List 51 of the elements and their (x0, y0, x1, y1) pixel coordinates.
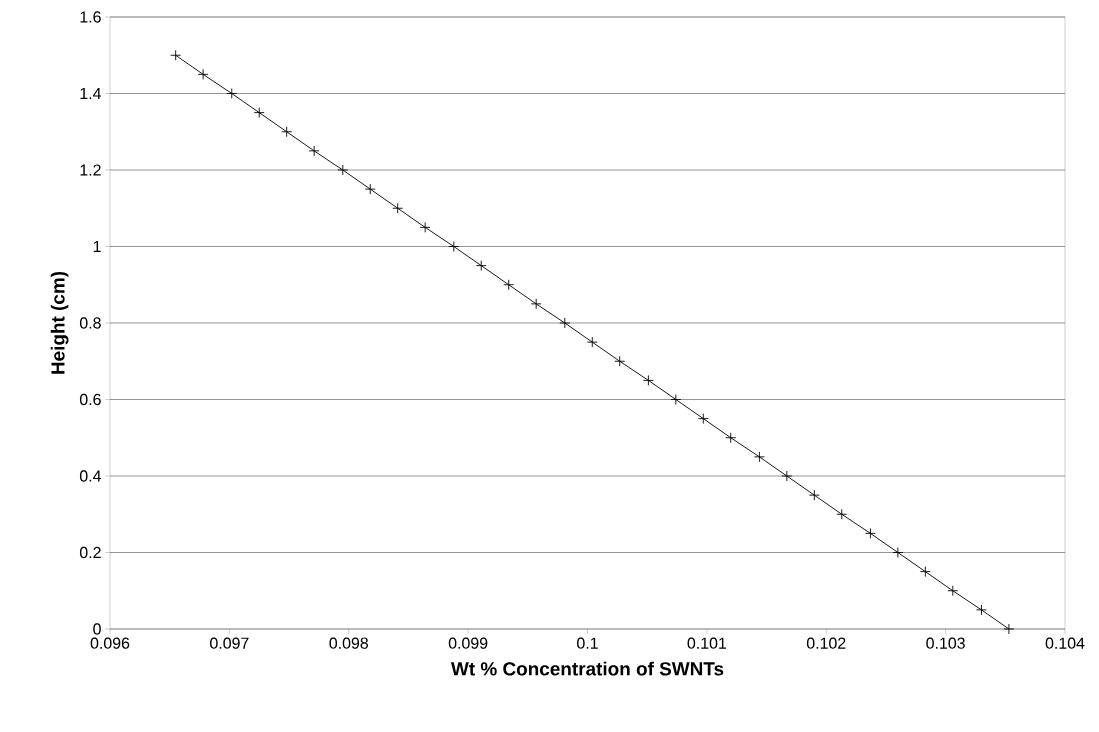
x-tick-label: 0.099 (448, 637, 488, 649)
y-tick-label: 0.4 (79, 470, 101, 482)
point (475, 260, 487, 272)
point (947, 585, 959, 597)
x-tick-label: 0.104 (1045, 637, 1085, 649)
point (364, 183, 376, 195)
point (614, 355, 626, 367)
x-tick-label: 0.103 (926, 637, 965, 649)
point (781, 470, 793, 482)
point (976, 604, 987, 616)
point (697, 413, 709, 425)
x-tick-label: 0.101 (687, 637, 727, 649)
y-tick-label: 1.6 (80, 11, 101, 23)
y-tick-label: 0.2 (79, 546, 101, 559)
y-tick-label: 0.8 (79, 317, 101, 329)
point (337, 164, 349, 176)
x-tick-label: 0.098 (329, 637, 368, 649)
point (253, 107, 265, 119)
x-tick-label: 0.1 (577, 637, 598, 649)
point (586, 336, 598, 348)
point (892, 547, 904, 558)
y-tick-label: 1 (93, 241, 101, 252)
point (670, 394, 682, 405)
point (503, 279, 515, 291)
x-tick-label: 0.097 (210, 637, 249, 649)
point (226, 88, 238, 99)
point (197, 68, 209, 80)
y-tick-label: 1.2 (80, 164, 101, 176)
point (836, 508, 848, 520)
point (281, 126, 293, 138)
point (392, 202, 404, 214)
y-tick-label: 1.4 (80, 88, 101, 99)
point (642, 374, 654, 386)
point (1003, 623, 1015, 635)
x-tick-label: 0.096 (90, 637, 130, 649)
point (864, 527, 876, 539)
y-axis-title: Height (cm) (50, 271, 69, 374)
point (530, 298, 542, 310)
point (448, 241, 460, 252)
point (725, 432, 737, 444)
point (170, 49, 182, 61)
y-tick-label: 0 (93, 623, 101, 635)
x-tick-label: 0.102 (806, 637, 846, 649)
x-axis-title: Wt % Concentration of SWNTs (450, 661, 724, 676)
point (808, 489, 820, 501)
point (753, 451, 765, 463)
point (419, 221, 431, 233)
point (559, 317, 571, 329)
y-tick-label: 0.6 (79, 393, 101, 406)
point (919, 566, 931, 578)
point (308, 145, 320, 157)
